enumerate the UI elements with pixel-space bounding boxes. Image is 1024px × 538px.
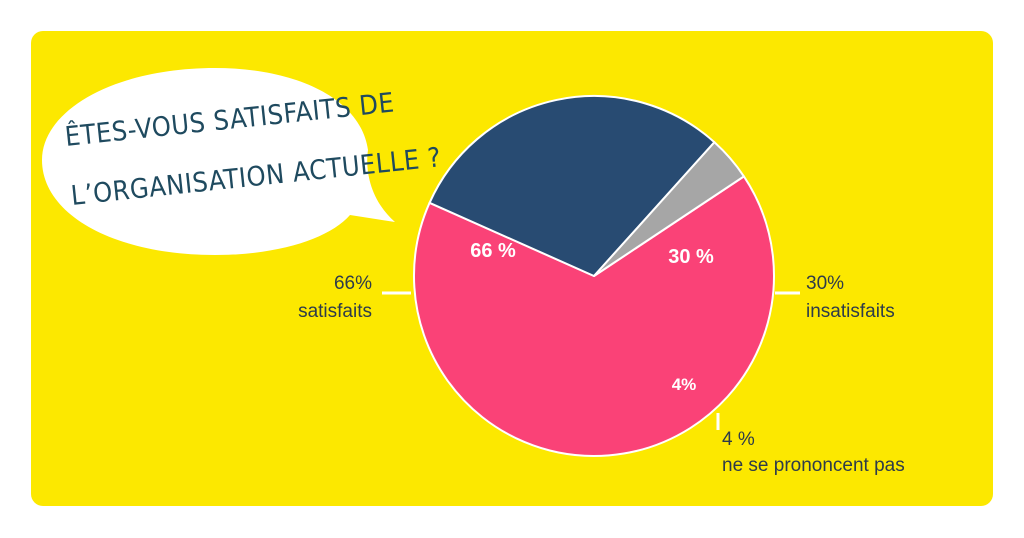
pie-slices: [413, 95, 775, 457]
pie-slice-insatisfaits: [428, 95, 716, 277]
speech-bubble-shape: [42, 68, 395, 255]
slice-label-insatisfaits: 30 %: [668, 246, 714, 268]
outer-label-satisfaits-text: satisfaits: [298, 301, 372, 322]
outer-label-insatisfaits-pct: 30%: [806, 273, 844, 294]
outer-label-sans-avis-pct: 4 %: [722, 429, 755, 450]
pie-slice-satisfaits: [413, 175, 775, 457]
slice-label-satisfaits: 66 %: [470, 240, 516, 262]
slice-label-sans-avis: 4%: [672, 375, 697, 394]
speech-bubble: ÊTES-VOUS SATISFAITS DE L’ORGANISATION A…: [42, 68, 443, 255]
outer-label-satisfaits-pct: 66%: [334, 273, 372, 294]
outer-label-sans-avis-text: ne se prononcent pas: [722, 455, 905, 476]
pie-slice-sans-avis: [593, 141, 745, 277]
outer-label-insatisfaits-text: insatisfaits: [806, 301, 895, 322]
